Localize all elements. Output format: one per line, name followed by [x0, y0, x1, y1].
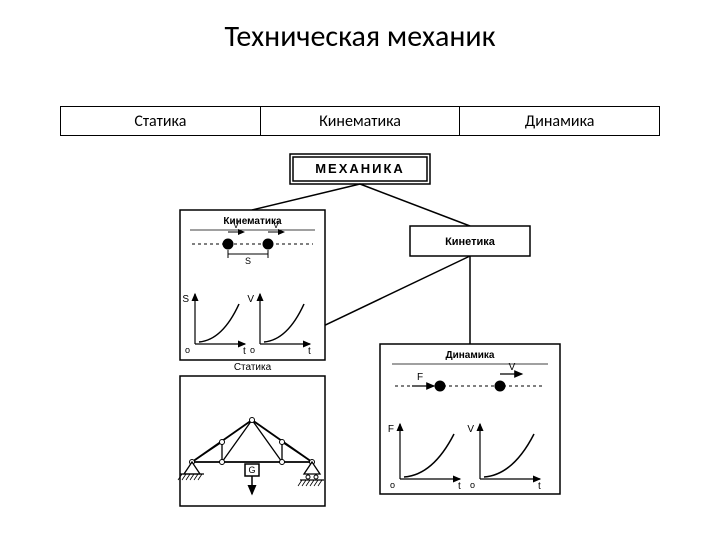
svg-text:F: F — [417, 372, 423, 383]
svg-text:Кинетика: Кинетика — [445, 236, 496, 248]
svg-text:t: t — [243, 346, 246, 357]
svg-text:G: G — [248, 465, 255, 475]
svg-text:t: t — [458, 481, 461, 492]
svg-text:o: o — [185, 345, 190, 355]
svg-text:S: S — [182, 294, 189, 305]
header-cell-statika: Статика — [60, 106, 261, 136]
svg-text:F: F — [388, 424, 394, 435]
page-title: Техническая механик — [0, 18, 720, 55]
header-cell-kinematika: Кинематика — [261, 106, 461, 136]
svg-text:V: V — [509, 362, 516, 373]
svg-text:V: V — [247, 294, 254, 305]
svg-text:S: S — [245, 256, 251, 266]
svg-text:Статика: Статика — [234, 362, 272, 373]
svg-text:V: V — [273, 220, 279, 230]
svg-text:o: o — [390, 480, 395, 490]
svg-text:o: o — [470, 480, 475, 490]
diagram: МЕХАНИКАКинематикаVVSStoVtoКинетикаСтати… — [60, 144, 660, 524]
svg-text:o: o — [250, 345, 255, 355]
header-cell-dinamika: Динамика — [460, 106, 660, 136]
svg-text:t: t — [538, 481, 541, 492]
svg-text:V: V — [233, 220, 239, 230]
header-table: Статика Кинематика Динамика — [60, 106, 660, 136]
svg-text:t: t — [308, 346, 311, 357]
svg-text:Динамика: Динамика — [446, 350, 495, 361]
svg-text:МЕХАНИКА: МЕХАНИКА — [315, 161, 405, 176]
svg-text:V: V — [467, 424, 474, 435]
